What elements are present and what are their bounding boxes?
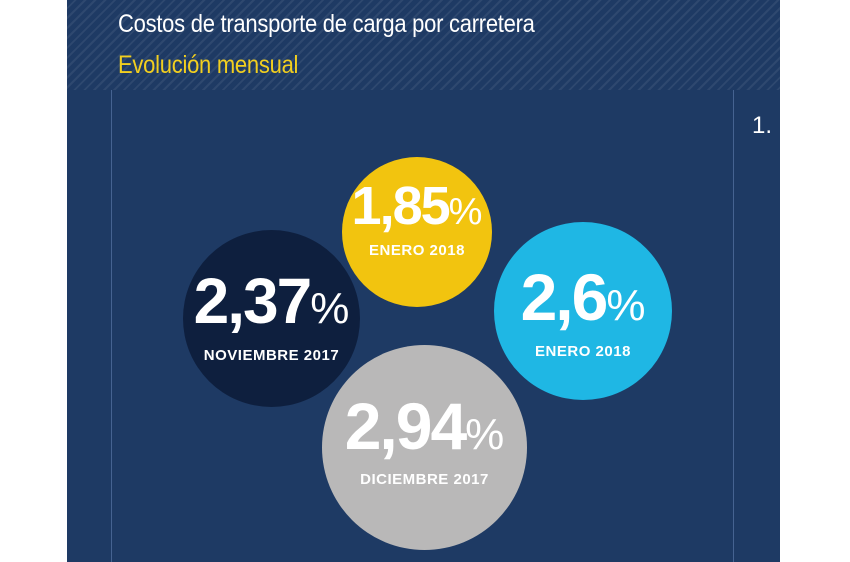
bubble-label: ENERO 2018 bbox=[535, 343, 631, 360]
bubble-diciembre-2017: 2,94% DICIEMBRE 2017 bbox=[322, 345, 527, 550]
bubble-value-number: 2,6 bbox=[520, 260, 609, 334]
bubble-value-number: 2,37 bbox=[193, 265, 313, 337]
bubble-enero-2018-cyan: 2,6% ENERO 2018 bbox=[494, 222, 672, 400]
bubble-noviembre-2017: 2,37% NOVIEMBRE 2017 bbox=[183, 230, 360, 407]
bubble-value-unit: % bbox=[465, 410, 505, 459]
infographic-header: Costos de transporte de carga por carret… bbox=[67, 0, 780, 90]
bubble-value: 2,37% bbox=[183, 269, 360, 333]
bubble-label: NOVIEMBRE 2017 bbox=[203, 347, 340, 364]
infographic-panel: Costos de transporte de carga por carret… bbox=[67, 0, 780, 562]
bubble-enero-2018-yellow: 1,85% ENERO 2018 bbox=[342, 157, 492, 307]
bubble-label: DICIEMBRE 2017 bbox=[360, 471, 489, 488]
bubble-value-number: 2,94 bbox=[344, 389, 467, 463]
bubble-label: ENERO 2018 bbox=[369, 242, 465, 259]
infographic-subtitle: Evolución mensual bbox=[118, 51, 299, 79]
bubble-value: 2,94% bbox=[322, 393, 527, 459]
bubble-value: 1,85% bbox=[342, 179, 492, 233]
section-number: 1. bbox=[752, 112, 773, 139]
right-divider bbox=[733, 90, 734, 562]
infographic-title: Costos de transporte de carga por carret… bbox=[118, 10, 535, 38]
bubble-value-unit: % bbox=[310, 284, 350, 333]
infographic-body: 1. 1,85% ENERO 2018 2,37% NOVIEMBRE 2017… bbox=[67, 90, 780, 562]
bubble-value-unit: % bbox=[606, 281, 646, 330]
bubble-value-number: 1,85 bbox=[351, 176, 451, 236]
bubble-value: 2,6% bbox=[494, 264, 672, 330]
left-divider bbox=[111, 90, 112, 562]
bubble-value-unit: % bbox=[448, 191, 483, 233]
